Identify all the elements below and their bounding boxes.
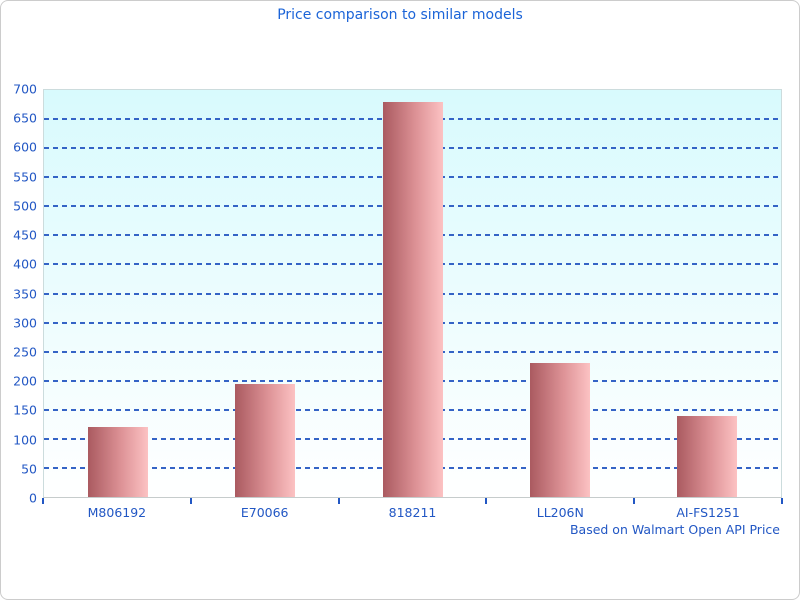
y-axis-label-150: 150 bbox=[13, 402, 37, 418]
x-axis-ticks bbox=[42, 498, 783, 504]
y-axis: 0 50 100 150 200 250 300 350 400 450 500 550 600 650 7… bbox=[1, 82, 37, 506]
y-axis-label-450: 450 bbox=[13, 227, 37, 243]
y-axis-label-50: 50 bbox=[21, 461, 37, 477]
x-axis-tick-0 bbox=[42, 498, 44, 504]
bar-LL206N bbox=[529, 363, 590, 497]
x-axis-tick-1 bbox=[189, 498, 192, 504]
y-axis-label-250: 250 bbox=[13, 344, 37, 360]
chart-title: Price comparison to similar models bbox=[277, 7, 523, 23]
y-axis-label-350: 350 bbox=[13, 286, 37, 301]
y-axis-label-0: 0 bbox=[29, 490, 37, 506]
x-axis-tick-3 bbox=[485, 498, 488, 504]
x-axis-label-LL206N: LL206N bbox=[536, 505, 584, 520]
bar-M806192 bbox=[87, 427, 148, 497]
bar-818211 bbox=[382, 101, 443, 497]
bar-E70066 bbox=[235, 383, 296, 497]
x-axis: M806192 E70066 818211 LL206N AI-FS1251 bbox=[43, 505, 782, 521]
x-axis-label-818211: 818211 bbox=[388, 505, 437, 520]
plot-area bbox=[43, 89, 782, 498]
y-axis-label-600: 600 bbox=[13, 139, 37, 155]
y-axis-label-300: 300 bbox=[13, 315, 37, 331]
x-axis-label-M806192: M806192 bbox=[87, 505, 147, 520]
y-axis-label-200: 200 bbox=[13, 373, 37, 389]
x-axis-tick-4 bbox=[633, 498, 636, 504]
y-axis-label-500: 500 bbox=[13, 198, 37, 214]
x-axis-label-E70066: E70066 bbox=[240, 505, 289, 520]
y-axis-label-100: 100 bbox=[13, 432, 37, 448]
y-axis-label-700: 700 bbox=[13, 81, 37, 97]
bar-AI-FS1251 bbox=[677, 415, 738, 497]
x-axis-label-AI-FS1251: AI-FS1251 bbox=[676, 505, 740, 520]
chart-footer: Based on Walmart Open API Price bbox=[569, 522, 780, 537]
y-axis-label-650: 650 bbox=[13, 110, 37, 126]
y-axis-label-550: 550 bbox=[13, 169, 37, 185]
x-axis-tick-2 bbox=[337, 498, 340, 504]
x-axis-tick-5 bbox=[781, 498, 783, 504]
y-axis-label-400: 400 bbox=[13, 256, 37, 272]
